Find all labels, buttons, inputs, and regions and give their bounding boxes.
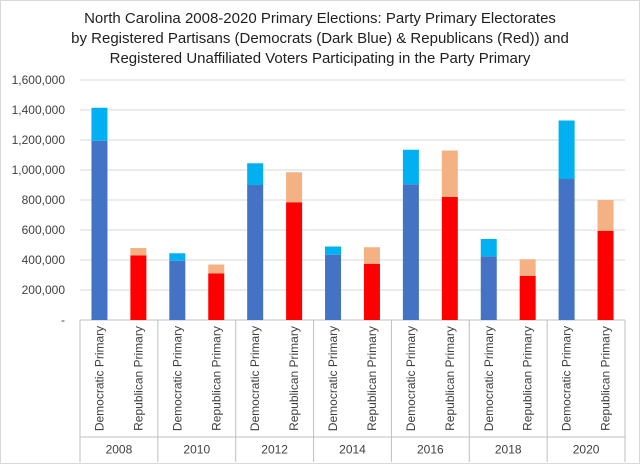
y-tick-label: 1,600,000 xyxy=(12,73,66,87)
bar-dem-registered-2010 xyxy=(169,260,186,320)
bar-rep-registered-2020 xyxy=(597,230,614,320)
bar-dem-unaffiliated-2014 xyxy=(325,246,342,255)
bar-rep-registered-2008 xyxy=(130,255,147,320)
chart-title-line-3: Registered Unaffiliated Voters Participa… xyxy=(109,50,531,67)
bar-dem-registered-2008 xyxy=(91,140,108,320)
y-tick-label: 1,000,000 xyxy=(12,163,66,177)
y-tick-label: 600,000 xyxy=(22,223,66,237)
bar-rep-unaffiliated-2020 xyxy=(597,200,614,231)
x-year-label: 2010 xyxy=(183,443,210,457)
x-year-label: 2012 xyxy=(261,443,288,457)
x-category-label: Republican Primary xyxy=(599,326,613,431)
x-category-label: Democratic Primary xyxy=(482,326,496,431)
bar-rep-registered-2010 xyxy=(208,273,225,320)
x-category-label: Democratic Primary xyxy=(92,326,106,431)
bar-rep-unaffiliated-2012 xyxy=(286,172,303,203)
x-category-label: Republican Primary xyxy=(287,326,301,431)
x-category-label: Republican Primary xyxy=(521,326,535,431)
bar-dem-unaffiliated-2020 xyxy=(558,120,575,179)
x-year-label: 2020 xyxy=(573,443,600,457)
y-tick-label: - xyxy=(61,313,65,327)
bar-rep-unaffiliated-2014 xyxy=(363,247,380,264)
x-year-label: 2016 xyxy=(417,443,444,457)
bar-dem-registered-2012 xyxy=(247,185,264,320)
x-year-label: 2014 xyxy=(339,443,366,457)
bar-dem-registered-2014 xyxy=(325,254,342,320)
y-tick-label: 1,200,000 xyxy=(12,133,66,147)
chart-title: North Carolina 2008-2020 Primary Electio… xyxy=(0,9,640,69)
bar-rep-registered-2014 xyxy=(363,263,380,320)
bar-dem-unaffiliated-2018 xyxy=(480,239,497,257)
bar-rep-registered-2018 xyxy=(519,275,536,320)
bar-rep-registered-2012 xyxy=(286,202,303,320)
x-category-label: Republican Primary xyxy=(131,326,145,431)
bar-dem-unaffiliated-2008 xyxy=(91,107,108,141)
bar-rep-unaffiliated-2010 xyxy=(208,264,225,274)
bar-dem-registered-2018 xyxy=(480,256,497,320)
x-category-label: Democratic Primary xyxy=(170,326,184,431)
x-category-label: Republican Primary xyxy=(365,326,379,431)
bar-rep-unaffiliated-2008 xyxy=(130,248,147,256)
bar-dem-unaffiliated-2010 xyxy=(169,253,186,261)
bar-rep-unaffiliated-2016 xyxy=(441,150,458,197)
y-tick-label: 200,000 xyxy=(22,283,66,297)
y-tick-label: 800,000 xyxy=(22,193,66,207)
x-year-label: 2018 xyxy=(495,443,522,457)
x-category-label: Democratic Primary xyxy=(404,326,418,431)
bar-dem-registered-2020 xyxy=(558,179,575,320)
x-category-label: Democratic Primary xyxy=(560,326,574,431)
bar-dem-unaffiliated-2016 xyxy=(402,149,419,185)
x-year-label: 2008 xyxy=(106,443,133,457)
x-category-label: Republican Primary xyxy=(443,326,457,431)
bar-dem-unaffiliated-2012 xyxy=(247,163,264,185)
x-category-label: Democratic Primary xyxy=(326,326,340,431)
bar-rep-unaffiliated-2018 xyxy=(519,259,536,276)
chart-title-line-2: by Registered Partisans (Democrats (Dark… xyxy=(71,30,569,47)
y-tick-label: 400,000 xyxy=(22,253,66,267)
x-category-label: Republican Primary xyxy=(209,326,223,431)
bar-rep-registered-2016 xyxy=(441,197,458,320)
y-tick-label: 1,400,000 xyxy=(12,103,66,117)
chart-title-line-1: North Carolina 2008-2020 Primary Electio… xyxy=(84,10,556,27)
x-category-label: Democratic Primary xyxy=(248,326,262,431)
bar-dem-registered-2016 xyxy=(402,184,419,320)
